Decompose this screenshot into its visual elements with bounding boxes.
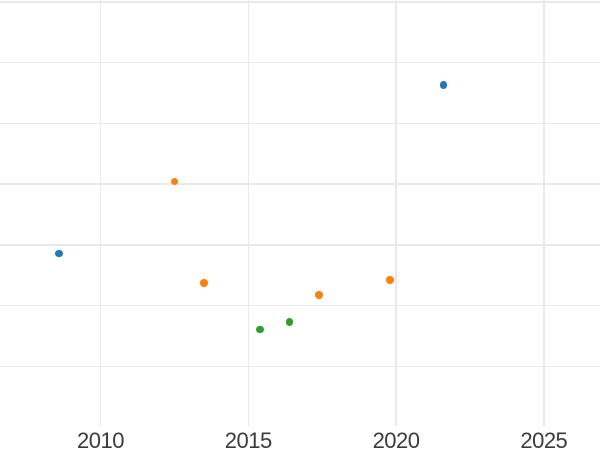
vertical-gridline [543,0,545,426]
data-point-orange [386,276,394,284]
horizontal-gridline [0,1,600,3]
vertical-gridline [99,0,102,426]
horizontal-gridline [0,304,600,307]
vertical-gridline [395,0,397,426]
data-point-orange [170,177,179,186]
plot-area [0,0,600,426]
x-tick-label: 2020 [372,428,420,450]
horizontal-gridline [0,244,600,246]
data-point-orange [200,279,208,287]
horizontal-gridline [0,365,600,368]
x-tick-label: 2025 [520,428,568,450]
x-tick-label: 2015 [224,428,272,450]
horizontal-gridline [0,61,600,64]
x-tick-label: 2010 [77,428,124,450]
data-point-blue [439,81,448,89]
horizontal-gridline [0,183,600,185]
data-point-green [256,325,264,334]
data-point-green [285,318,294,326]
data-point-orange [315,290,323,299]
vertical-gridline [247,0,249,426]
data-point-blue [55,249,63,258]
horizontal-gridline [0,122,600,125]
